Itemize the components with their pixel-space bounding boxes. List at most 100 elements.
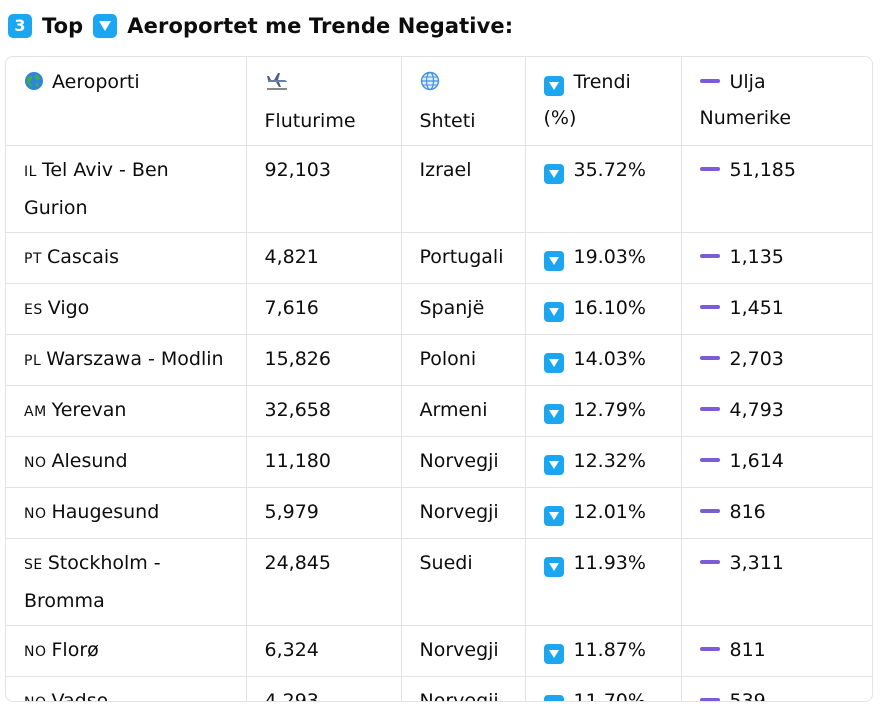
cell-trend: 12.01%: [525, 487, 682, 539]
down-triangle-button-icon: [543, 695, 564, 701]
trend-value: 12.32%: [573, 450, 646, 472]
cell-airport: NO Florø: [6, 625, 247, 677]
cell-country: Suedi: [401, 538, 526, 626]
heavy-minus-icon: [699, 698, 720, 701]
cell-airport: PL Warszawa - Modlin: [6, 334, 247, 386]
down-triangle-button-icon: [543, 76, 564, 96]
header-decline-label-2: Numerike: [699, 107, 792, 129]
decline-value: 4,793: [729, 399, 784, 421]
airport-name: Haugesund: [51, 501, 160, 523]
down-triangle-button-icon: [543, 506, 564, 526]
country-flag-icon: NO: [24, 455, 47, 471]
cell-country: Poloni: [401, 334, 526, 386]
cell-country: Norvegji: [401, 487, 526, 539]
cell-decline: 539: [681, 677, 872, 702]
down-triangle-button-icon: [93, 14, 118, 38]
heavy-minus-icon: [699, 407, 720, 411]
country-flag-icon: PT: [24, 251, 42, 267]
trend-value: 35.72%: [573, 159, 646, 181]
airport-name: Cascais: [47, 246, 120, 268]
heavy-minus-icon: [699, 305, 720, 309]
cell-airport: NO Vadso: [6, 676, 247, 702]
cell-flights: 15,826: [246, 334, 402, 386]
header-country: Shteti: [401, 57, 526, 146]
heading-title: Aeroportet me Trende Negative:: [127, 14, 514, 38]
trend-value: 11.93%: [573, 552, 646, 574]
cell-decline: 1,614: [681, 436, 872, 488]
cell-flights: 5,979: [246, 487, 402, 539]
cell-flights: 6,324: [246, 625, 402, 677]
airport-name: Vadso: [51, 690, 109, 702]
heavy-minus-icon: [699, 509, 720, 513]
country-flag-icon: NO: [24, 506, 47, 522]
trend-value: 11.87%: [573, 639, 646, 661]
heavy-minus-icon: [699, 254, 720, 258]
cell-country: Norvegji: [401, 625, 526, 677]
down-triangle-button-icon: [543, 557, 564, 577]
table-header-row: Aeroporti: [6, 57, 872, 146]
header-decline: Ulja Numerike: [681, 57, 872, 146]
table-row: SE Stockholm - Bromma 24,845 Suedi 11.93% 3,3…: [6, 538, 872, 626]
cell-airport: NO Haugesund: [6, 487, 247, 539]
trend-value: 11.70%: [573, 690, 646, 702]
header-flights: Fluturime: [246, 57, 402, 146]
table-row: NO Haugesund 5,979 Norvegji 12.01% 816: [6, 487, 872, 539]
cell-flights: 32,658: [246, 385, 402, 437]
trend-value: 12.01%: [573, 501, 646, 523]
airports-table: Aeroporti: [6, 57, 872, 702]
cell-decline: 1,135: [681, 232, 872, 284]
airport-name: Tel Aviv - Ben Gurion: [24, 159, 169, 219]
table-row: IL Tel Aviv - Ben Gurion 92,103 Izrael 35.72…: [6, 145, 872, 233]
cell-airport: SE Stockholm - Bromma: [6, 538, 247, 626]
header-airport: Aeroporti: [6, 57, 247, 146]
trend-value: 12.79%: [573, 399, 646, 421]
cell-country: Spanjë: [401, 283, 526, 335]
table-row: ES Vigo 7,616 Spanjë 16.10% 1,451: [6, 283, 872, 335]
table-row: NO Alesund 11,180 Norvegji 12.32% 1,614: [6, 436, 872, 488]
globe-icon: [24, 67, 44, 103]
cell-decline: 2,703: [681, 334, 872, 386]
cell-country: Portugali: [401, 232, 526, 284]
cell-airport: PT Cascais: [6, 232, 247, 284]
table-row: PL Warszawa - Modlin 15,826 Poloni 14.03% 2,7…: [6, 334, 872, 386]
cell-airport: ES Vigo: [6, 283, 247, 335]
airport-name: Alesund: [51, 450, 128, 472]
table-body: IL Tel Aviv - Ben Gurion 92,103 Izrael 35.72…: [6, 145, 872, 702]
airport-name: Florø: [51, 639, 99, 661]
cell-airport: IL Tel Aviv - Ben Gurion: [6, 145, 247, 233]
heavy-minus-icon: [699, 560, 720, 564]
cell-flights: 92,103: [246, 145, 402, 233]
down-triangle-button-icon: [543, 455, 564, 475]
country-flag-icon: ES: [24, 302, 43, 318]
heavy-minus-icon: [699, 647, 720, 651]
heavy-minus-icon: [699, 167, 720, 171]
header-airport-label: Aeroporti: [52, 71, 140, 93]
table-row: AM Yerevan 32,658 Armeni 12.79% 4,793: [6, 385, 872, 437]
table-row: PT Cascais 4,821 Portugali 19.03% 1,135: [6, 232, 872, 284]
down-triangle-button-icon: [543, 404, 564, 424]
country-flag-icon: NO: [24, 644, 47, 660]
country-flag-icon: PL: [24, 353, 42, 369]
cell-trend: 11.87%: [525, 625, 682, 677]
cell-country: Norvegji: [401, 676, 526, 701]
cell-country: Armeni: [401, 385, 526, 437]
heavy-minus-icon: [699, 458, 720, 462]
cell-trend: 19.03%: [525, 232, 682, 284]
cell-trend: 12.79%: [525, 385, 682, 437]
cell-airport: AM Yerevan: [6, 385, 247, 437]
section-heading: 3 Top Aeroportet me Trende Negative:: [8, 12, 513, 40]
heading-top-word: Top: [42, 14, 84, 38]
cell-flights: 4,821: [246, 232, 402, 284]
cell-decline: 816: [681, 487, 872, 539]
airport-name: Stockholm - Bromma: [24, 552, 161, 612]
decline-value: 51,185: [729, 159, 796, 181]
heavy-minus-icon: [699, 79, 720, 83]
decline-value: 539: [729, 690, 766, 702]
decline-value: 1,614: [729, 450, 784, 472]
airport-name: Warszawa - Modlin: [46, 348, 224, 370]
header-flights-label: Fluturime: [264, 110, 356, 132]
header-trend-unit: (%): [543, 107, 577, 129]
header-country-label: Shteti: [419, 110, 476, 132]
